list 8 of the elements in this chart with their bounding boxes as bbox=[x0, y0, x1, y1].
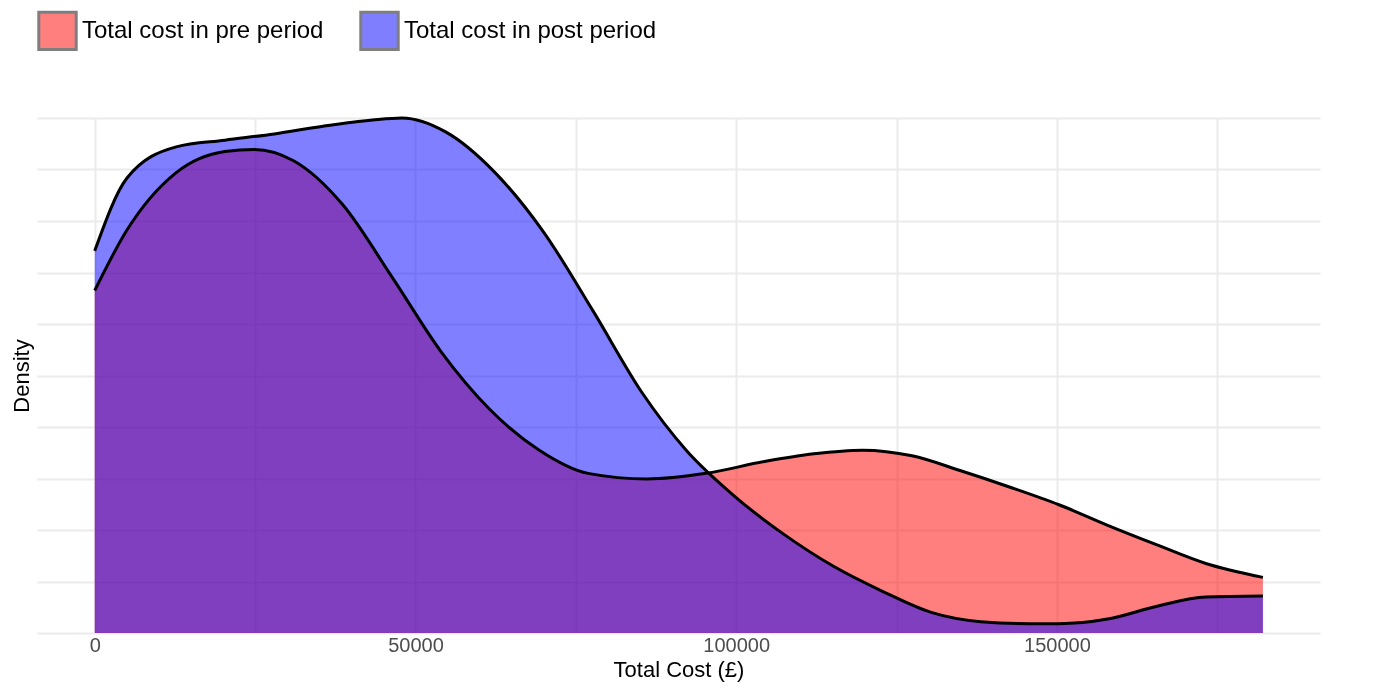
x-tick-label: 50000 bbox=[388, 633, 444, 656]
y-axis-title: Density bbox=[8, 339, 34, 413]
legend-label: Total cost in pre period bbox=[82, 15, 324, 43]
x-tick-label: 150000 bbox=[1024, 633, 1091, 656]
legend-label: Total cost in post period bbox=[404, 15, 657, 43]
x-axis-title: Total Cost (£) bbox=[613, 656, 745, 682]
x-tick-label: 100000 bbox=[703, 633, 771, 656]
x-tick-label: 0 bbox=[89, 633, 101, 656]
